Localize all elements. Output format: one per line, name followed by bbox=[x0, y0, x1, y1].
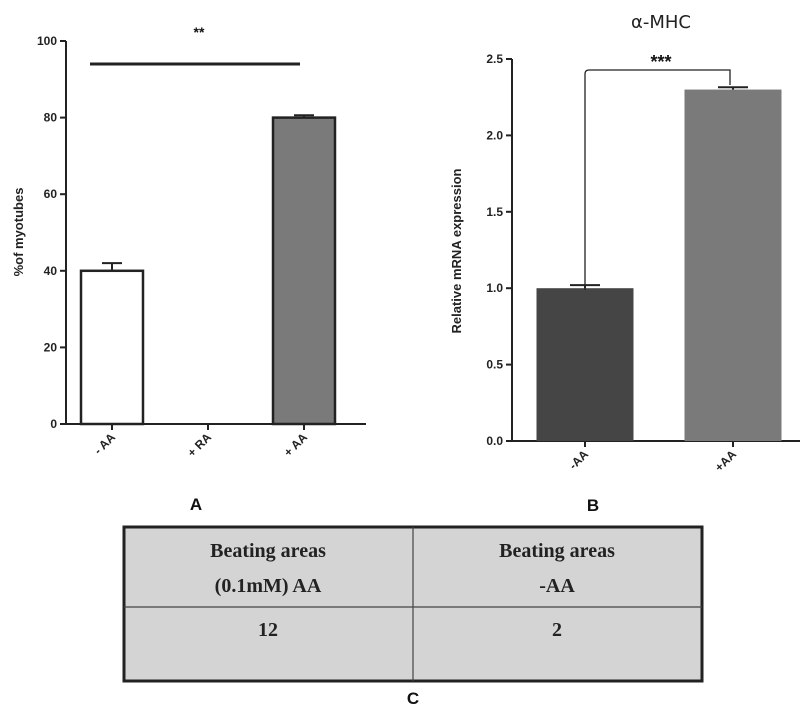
b-bar bbox=[684, 89, 782, 441]
a-x-tick-label: + AA bbox=[281, 430, 310, 459]
a-bar bbox=[271, 116, 337, 426]
a-y-tick-label: 0 bbox=[50, 417, 57, 431]
b-y-tick-label: 1.5 bbox=[486, 205, 503, 219]
table-header-1-line2: (0.1mM) AA bbox=[215, 575, 322, 597]
b-y-tick-label: 0.0 bbox=[486, 434, 503, 448]
panel-b-label: B bbox=[587, 496, 599, 515]
panel-a-label: A bbox=[190, 495, 202, 514]
a-y-tick-label: 60 bbox=[44, 187, 58, 201]
b-y-tick-label: 2.5 bbox=[486, 52, 503, 66]
a-bar bbox=[79, 269, 145, 426]
panel-b-chart: α-MHC 0.0 0.5 1.0 1.5 2.0 2.5 -AA +AA Relative… bbox=[449, 12, 800, 515]
table-cell-2: 2 bbox=[552, 619, 562, 641]
table-header-2-line1: Beating areas bbox=[499, 540, 615, 562]
table-header-2-line2: -AA bbox=[539, 575, 575, 597]
b-y-tick-label: 1.0 bbox=[486, 281, 503, 295]
panel-b-title: α-MHC bbox=[631, 12, 691, 33]
b-x-tick-label: -AA bbox=[566, 447, 591, 472]
a-y-tick-label: 100 bbox=[37, 34, 57, 48]
panel-b-significance-bracket bbox=[584, 69, 731, 290]
b-bar bbox=[536, 288, 634, 441]
panel-a-significance-label: ** bbox=[194, 24, 205, 40]
panel-b-significance-label: *** bbox=[650, 52, 671, 72]
a-y-tick-label: 20 bbox=[44, 340, 58, 354]
panel-a-chart: 0 20 40 60 80 100 - AA + RA + AA %of myotubes *… bbox=[11, 24, 366, 514]
panel-c-label: C bbox=[407, 689, 419, 707]
b-x-tick-label: +AA bbox=[712, 447, 739, 474]
panel-c-table: Beating areas (0.1mM) AA Beating areas -… bbox=[122, 525, 704, 707]
a-x-tick-label: - AA bbox=[91, 430, 118, 457]
a-x-tick-label: + RA bbox=[185, 430, 215, 460]
table-cell-1: 12 bbox=[258, 619, 278, 641]
a-y-tick-label: 80 bbox=[44, 111, 58, 125]
b-y-tick-label: 2.0 bbox=[486, 128, 503, 142]
panel-a-y-axis-title: %of myotubes bbox=[11, 188, 26, 277]
table-header-1-line1: Beating areas bbox=[210, 540, 326, 562]
panel-b-y-axis-title: Relative mRNA expression bbox=[449, 168, 464, 333]
b-y-tick-label: 0.5 bbox=[486, 358, 503, 372]
a-y-tick-label: 40 bbox=[44, 264, 58, 278]
